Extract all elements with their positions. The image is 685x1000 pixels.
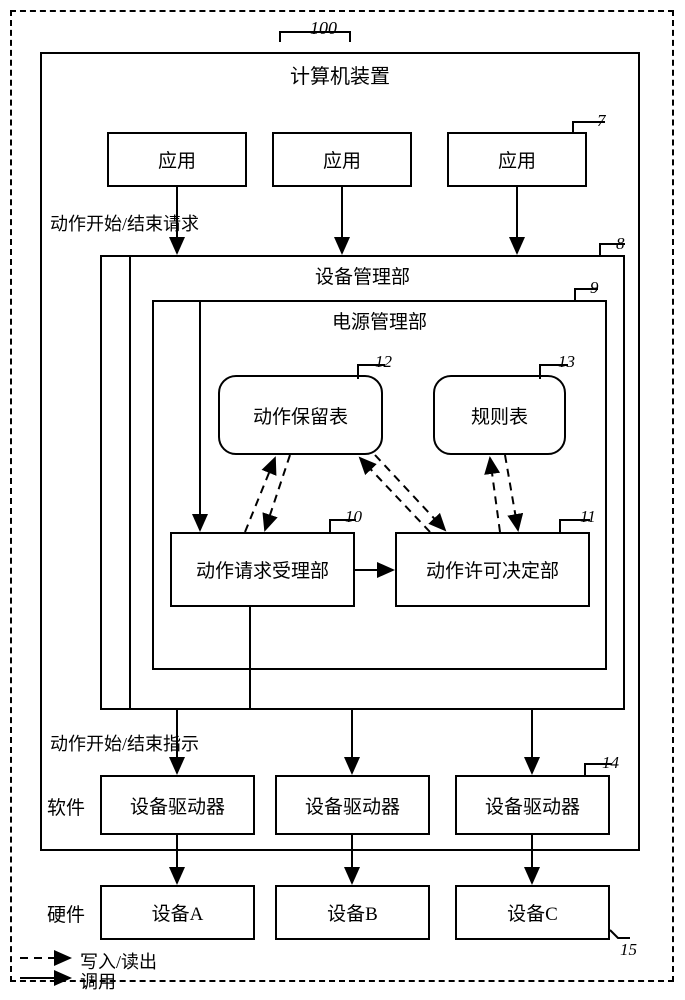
ref-8: 8 <box>616 234 625 254</box>
ref-12: 12 <box>375 352 392 372</box>
rule-table-label: 规则表 <box>471 402 528 429</box>
ref-10: 10 <box>345 507 362 527</box>
app-label-1: 应用 <box>158 146 196 173</box>
driver-box-1: 设备驱动器 <box>100 775 255 835</box>
device-label-a: 设备A <box>152 899 204 926</box>
driver-box-2: 设备驱动器 <box>275 775 430 835</box>
ref-9: 9 <box>590 278 599 298</box>
legend-solid-label: 调用 <box>80 968 116 994</box>
device-manager-title: 设备管理部 <box>315 262 410 289</box>
power-manager-title: 电源管理部 <box>332 307 427 334</box>
device-label-c: 设备C <box>507 899 558 926</box>
app-box-1: 应用 <box>107 132 247 187</box>
permission-decide-box: 动作许可决定部 <box>395 532 590 607</box>
app-label-2: 应用 <box>323 146 361 173</box>
device-label-b: 设备B <box>327 899 378 926</box>
request-accept-box: 动作请求受理部 <box>170 532 355 607</box>
device-box-b: 设备B <box>275 885 430 940</box>
drivers-arrow-label: 动作开始/结束指示 <box>50 730 199 756</box>
ref-11: 11 <box>580 507 596 527</box>
driver-box-3: 设备驱动器 <box>455 775 610 835</box>
driver-label-3: 设备驱动器 <box>485 792 580 819</box>
ref-100: 100 <box>310 18 337 39</box>
device-box-a: 设备A <box>100 885 255 940</box>
app-box-2: 应用 <box>272 132 412 187</box>
retain-table-box: 动作保留表 <box>218 375 383 455</box>
rule-table-box: 规则表 <box>433 375 566 455</box>
software-label: 软件 <box>47 793 85 820</box>
ref-15: 15 <box>620 940 637 960</box>
diagram-canvas: 100 计算机装置 应用 应用 应用 7 动作开始/结束请求 设备管理部 8 电… <box>0 0 685 1000</box>
apps-arrow-label: 动作开始/结束请求 <box>50 210 199 236</box>
hardware-label: 硬件 <box>47 900 85 927</box>
driver-label-2: 设备驱动器 <box>305 792 400 819</box>
driver-label-1: 设备驱动器 <box>130 792 225 819</box>
computer-device-title: 计算机装置 <box>290 60 390 89</box>
permission-decide-label: 动作许可决定部 <box>426 556 559 583</box>
app-box-3: 应用 <box>447 132 587 187</box>
device-box-c: 设备C <box>455 885 610 940</box>
retain-table-label: 动作保留表 <box>253 402 348 429</box>
request-accept-label: 动作请求受理部 <box>196 556 329 583</box>
app-label-3: 应用 <box>498 146 536 173</box>
ref-7: 7 <box>597 111 606 131</box>
ref-14: 14 <box>602 753 619 773</box>
ref-13: 13 <box>558 352 575 372</box>
